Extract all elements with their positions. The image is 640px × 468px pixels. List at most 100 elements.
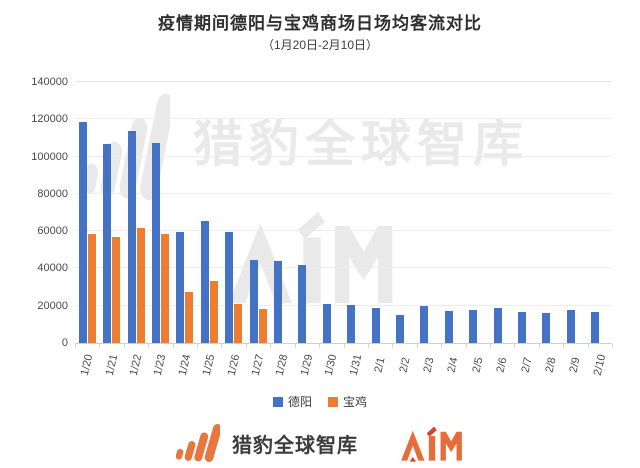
bar-德阳-1/27 — [249, 260, 258, 343]
x-axis-label-1/27: 1/27 — [249, 353, 267, 377]
x-axis: 1/20 1/21 1/22 1/23 1/24 1/25 1/26 1/27 1/28 1/29… — [75, 344, 613, 396]
y-axis-label: 60000 — [37, 225, 68, 238]
x-axis-tick — [343, 344, 345, 348]
y-axis-label: 40000 — [37, 262, 68, 275]
x-axis-tick — [245, 344, 247, 348]
plot-area — [75, 81, 612, 344]
y-axis-label: 0 — [61, 337, 68, 349]
x-axis-label-2/5: 2/5 — [470, 356, 486, 374]
x-axis-tick — [563, 344, 565, 348]
bar-宝鸡-1/24 — [185, 291, 194, 343]
chart-header: 疫情期间德阳与宝鸡商场日场均客流对比 （1月20日-2月10日） — [0, 12, 640, 53]
bar-德阳-2/2 — [396, 315, 405, 343]
y-axis-label: 80000 — [37, 187, 68, 200]
bar-德阳-1/25 — [200, 220, 209, 343]
bar-德阳-2/3 — [420, 305, 429, 343]
chart-subtitle: （1月20日-2月10日） — [261, 38, 379, 52]
x-axis-label-1/30: 1/30 — [323, 353, 340, 377]
gridline — [75, 192, 612, 194]
bar-宝鸡-1/27 — [258, 308, 267, 343]
bar-德阳-1/21 — [103, 144, 112, 343]
footer-branding: 猎豹全球智库 — [0, 420, 640, 466]
leopard-paw-logo-icon — [176, 423, 220, 463]
x-axis-label-1/21: 1/21 — [103, 353, 120, 377]
x-axis-label-1/28: 1/28 — [274, 353, 291, 377]
x-axis-tick — [270, 344, 272, 348]
bar-宝鸡-1/25 — [209, 281, 218, 343]
x-axis-label-2/2: 2/2 — [396, 356, 413, 374]
bar-宝鸡-1/26 — [234, 303, 243, 343]
bar-德阳-1/20 — [78, 122, 87, 343]
x-axis-label-1/25: 1/25 — [200, 353, 218, 377]
bar-德阳-1/31 — [347, 304, 356, 343]
chart-title: 疫情期间德阳与宝鸡商场日场均客流对比 — [158, 14, 482, 33]
bar-宝鸡-1/22 — [136, 228, 145, 343]
gridline — [75, 304, 612, 306]
bar-宝鸡-1/20 — [87, 233, 96, 343]
x-axis-tick — [587, 344, 589, 348]
aim-logo-icon — [401, 426, 462, 462]
legend-swatch-baoji-icon — [328, 396, 338, 407]
x-axis-label-2/6: 2/6 — [494, 356, 510, 374]
bar-德阳-2/10 — [591, 312, 600, 343]
legend-label-deyang: 德阳 — [287, 395, 312, 409]
legend-swatch-deyang-icon — [272, 396, 283, 407]
x-axis-tick — [319, 344, 321, 348]
gridline — [75, 81, 612, 82]
y-axis: 0 20000 40000 60000 80000 100000 120000 140000 — [0, 76, 68, 349]
x-axis-tick — [148, 344, 150, 348]
x-axis-tick — [538, 344, 540, 348]
bar-德阳-2/9 — [566, 310, 575, 343]
x-axis-label-2/7: 2/7 — [518, 356, 535, 374]
bar-德阳-1/28 — [273, 260, 282, 343]
bar-德阳-2/5 — [469, 310, 478, 343]
legend: 德阳 宝鸡 — [0, 393, 640, 410]
bar-德阳-1/23 — [151, 142, 160, 343]
y-axis-label: 120000 — [31, 113, 68, 126]
x-axis-tick — [392, 344, 394, 348]
x-axis-label-1/26: 1/26 — [225, 353, 242, 377]
x-axis-label-2/3: 2/3 — [421, 356, 437, 374]
legend-label-baoji: 宝鸡 — [343, 395, 368, 409]
x-axis-label-2/1: 2/1 — [372, 356, 388, 374]
gridline — [75, 155, 612, 157]
bar-德阳-1/22 — [127, 131, 136, 343]
bar-德阳-1/26 — [225, 232, 234, 343]
x-axis-tick — [489, 344, 491, 348]
bar-德阳-1/29 — [298, 264, 307, 343]
x-axis-tick — [197, 344, 199, 348]
x-axis-tick — [416, 344, 418, 348]
x-axis-label-1/24: 1/24 — [176, 353, 194, 377]
x-axis-tick — [612, 344, 613, 348]
gridline — [75, 267, 612, 269]
bar-德阳-2/7 — [518, 312, 527, 343]
x-axis-tick — [294, 344, 296, 348]
x-axis-tick — [172, 344, 174, 348]
x-axis-tick — [465, 344, 467, 348]
bar-德阳-1/24 — [176, 232, 185, 343]
x-axis-tick — [221, 344, 223, 348]
gridline — [75, 118, 612, 120]
x-axis-tick — [99, 344, 101, 348]
bar-德阳-2/8 — [542, 313, 551, 343]
bar-德阳-1/30 — [322, 303, 331, 343]
x-axis-label-2/8: 2/8 — [543, 356, 559, 374]
x-axis-tick — [75, 344, 76, 348]
x-axis-tick — [123, 344, 125, 348]
x-axis-label-2/10: 2/10 — [591, 353, 609, 377]
x-axis-label-1/31: 1/31 — [347, 353, 364, 377]
bar-德阳-2/6 — [493, 307, 502, 343]
x-axis-label-1/22: 1/22 — [127, 353, 145, 377]
x-axis-label-2/4: 2/4 — [445, 356, 461, 374]
legend-item-deyang: 德阳 — [272, 393, 312, 410]
x-axis-tick — [441, 344, 443, 348]
legend-item-baoji: 宝鸡 — [328, 393, 367, 410]
gridline — [75, 230, 612, 232]
x-axis-label-2/9: 2/9 — [567, 356, 583, 374]
x-axis-label-1/20: 1/20 — [78, 353, 96, 377]
x-axis-label-1/29: 1/29 — [298, 353, 316, 377]
x-axis-label-1/23: 1/23 — [152, 353, 169, 377]
bar-宝鸡-1/21 — [112, 236, 121, 343]
y-axis-label: 100000 — [31, 150, 68, 163]
